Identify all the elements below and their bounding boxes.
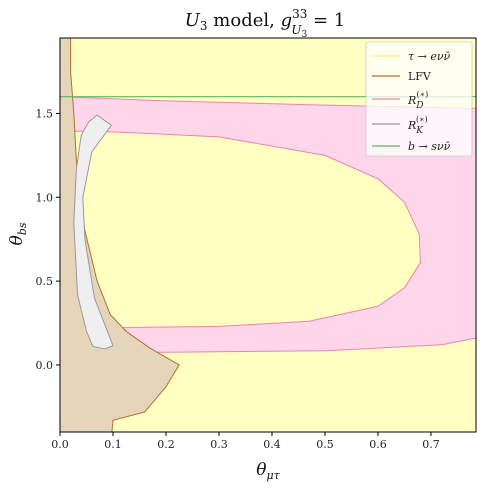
chart-title: U3 model, g33 U3 = 1	[185, 7, 345, 40]
legend-label-tau: τ → eνν̄	[408, 50, 451, 63]
legend: τ → eνν̄ LFV RD(∗) RK(∗) b → sνν̄	[365, 41, 473, 157]
x-tick-label: 0.1	[104, 438, 122, 451]
legend-label-rk: RK(∗)	[407, 115, 428, 136]
x-axis-label: θμτ	[256, 460, 280, 482]
x-tick-label: 0.7	[422, 438, 440, 451]
legend-label-bsnn: b → sνν̄	[408, 140, 451, 153]
y-axis-label: θbs	[7, 222, 29, 245]
x-axis: 0.0 0.1 0.2 0.3 0.4 0.5 0.6 0.7	[51, 432, 440, 451]
y-tick-label: 0.0	[36, 359, 54, 372]
x-tick-label: 0.4	[263, 438, 281, 451]
x-tick-label: 0.0	[51, 438, 69, 451]
region-rk-star	[73, 114, 114, 350]
x-tick-label: 0.6	[369, 438, 387, 451]
legend-box	[365, 41, 473, 157]
y-tick-label: 1.5	[36, 107, 54, 120]
legend-label-lfv: LFV	[408, 70, 432, 83]
region-rd-star	[60, 96, 476, 354]
x-tick-label: 0.5	[316, 438, 334, 451]
y-tick-label: 1.0	[36, 191, 54, 204]
y-tick-label: 0.5	[36, 275, 54, 288]
plot-frame	[59, 37, 477, 433]
y-axis: 0.0 0.5 1.0 1.5	[36, 107, 60, 372]
legend-label-rd: RD(∗)	[407, 90, 428, 111]
x-tick-label: 0.2	[157, 438, 175, 451]
x-tick-label: 0.3	[210, 438, 228, 451]
